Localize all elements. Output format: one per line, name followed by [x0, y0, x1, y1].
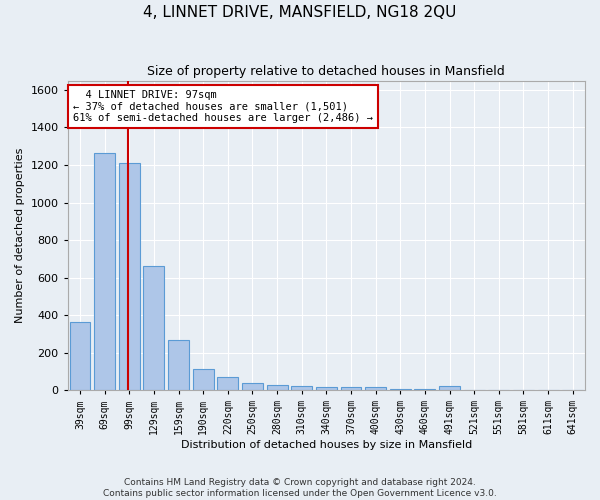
Text: Contains HM Land Registry data © Crown copyright and database right 2024.
Contai: Contains HM Land Registry data © Crown c… [103, 478, 497, 498]
Text: 4 LINNET DRIVE: 97sqm
← 37% of detached houses are smaller (1,501)
61% of semi-d: 4 LINNET DRIVE: 97sqm ← 37% of detached … [73, 90, 373, 123]
Bar [168, 340, 189, 390]
Bar [390, 389, 411, 390]
Bar [266, 384, 287, 390]
Bar [439, 386, 460, 390]
Bar [70, 322, 91, 390]
Y-axis label: Number of detached properties: Number of detached properties [15, 148, 25, 323]
Bar [242, 382, 263, 390]
Bar [94, 153, 115, 390]
Bar [217, 377, 238, 390]
Bar [291, 386, 312, 390]
Bar [341, 388, 361, 390]
Bar [365, 388, 386, 390]
Bar [119, 163, 140, 390]
Bar [193, 368, 214, 390]
Bar [316, 388, 337, 390]
Bar [415, 389, 436, 390]
Text: 4, LINNET DRIVE, MANSFIELD, NG18 2QU: 4, LINNET DRIVE, MANSFIELD, NG18 2QU [143, 5, 457, 20]
Title: Size of property relative to detached houses in Mansfield: Size of property relative to detached ho… [148, 65, 505, 78]
X-axis label: Distribution of detached houses by size in Mansfield: Distribution of detached houses by size … [181, 440, 472, 450]
Bar [143, 266, 164, 390]
